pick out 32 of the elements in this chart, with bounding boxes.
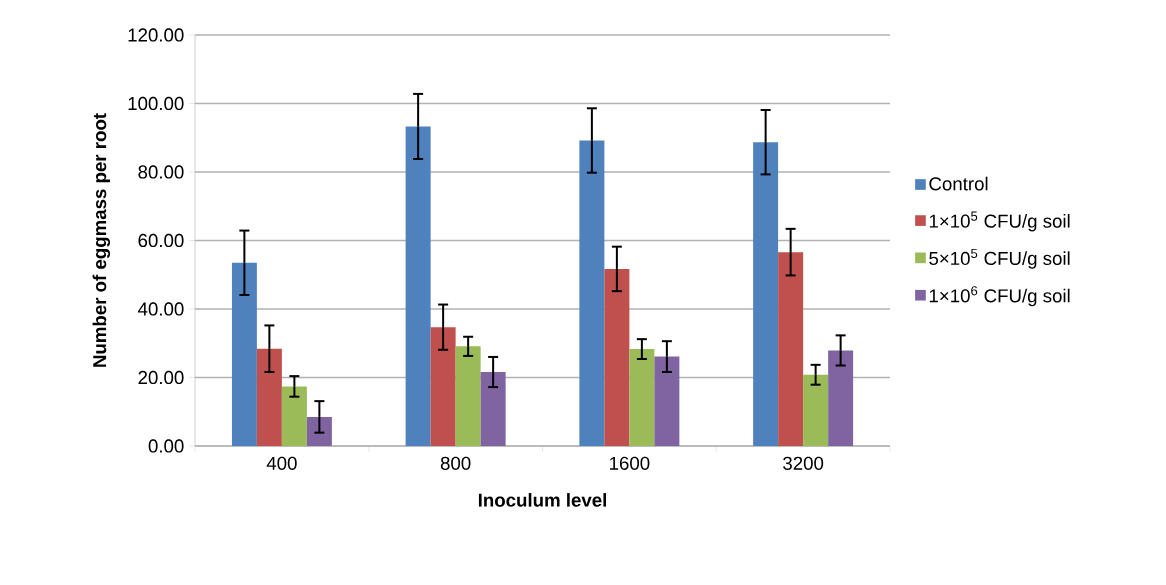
y-tick-label: 0.00 [148, 439, 184, 453]
legend-label: 1×10$^{6}$ CFU/g soil [929, 286, 1070, 307]
y-tick-label: 60.00 [138, 233, 184, 248]
bar [654, 356, 680, 446]
legend-label: 5×10$^{5}$ CFU/g soil [929, 248, 1070, 269]
y-tick-label: 100.00 [128, 96, 184, 111]
bar [778, 252, 804, 446]
bar [231, 262, 257, 446]
y-axis-title: Number of eggmass per root [92, 113, 111, 367]
x-tick-label: 800 [440, 456, 471, 470]
y-tick-label: 40.00 [138, 302, 184, 316]
bar [629, 349, 655, 446]
y-tick-label: 120.00 [128, 28, 184, 42]
bar [455, 346, 481, 446]
x-tick-label: 1600 [610, 456, 650, 470]
legend-label: 1×10$^{5}$ CFU/g soil [929, 211, 1070, 232]
bar [828, 350, 854, 446]
bar [579, 140, 605, 446]
y-tick-label: 80.00 [138, 165, 184, 179]
bar [480, 372, 506, 446]
x-tick-label: 3200 [783, 456, 824, 470]
bar [430, 327, 456, 446]
x-tick-label: 400 [266, 456, 297, 470]
bar [405, 126, 431, 446]
bar [803, 374, 829, 446]
bar [281, 386, 307, 446]
legend-label: Control [929, 176, 988, 191]
y-tick-label: 20.00 [138, 370, 184, 385]
x-axis-title: Inoculum level [478, 493, 607, 507]
bar [604, 268, 630, 446]
bar [753, 142, 779, 446]
bar [256, 348, 282, 446]
